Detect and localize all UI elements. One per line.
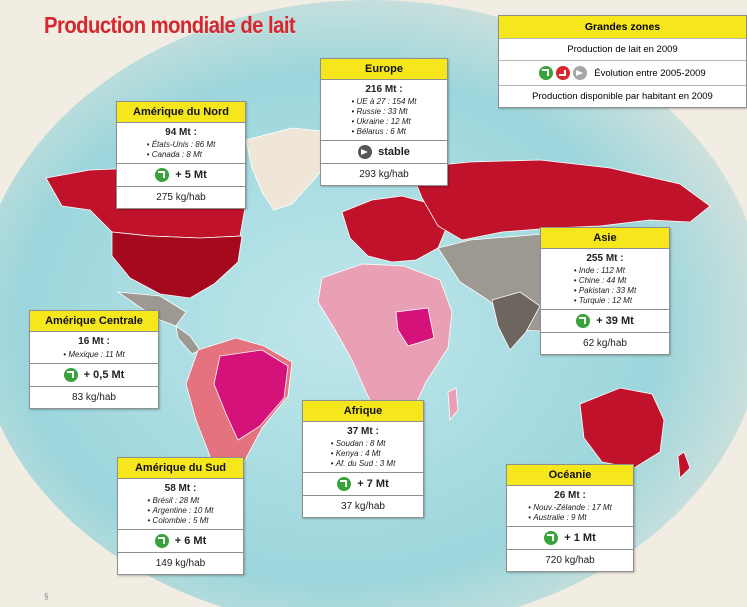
region-name: Amérique Centrale bbox=[30, 311, 158, 332]
country-item: Brésil : 28 Mt bbox=[148, 496, 214, 506]
country-list: UE à 27 : 154 Mt Russie : 33 Mt Ukraine … bbox=[351, 97, 417, 137]
region-total: 26 Mt : bbox=[554, 490, 586, 501]
evolution-row: + 39 Mt bbox=[541, 309, 669, 332]
region-card-asie: Asie 255 Mt : Inde : 112 Mt Chine : 44 M… bbox=[540, 227, 670, 355]
evolution-row: + 6 Mt bbox=[118, 529, 243, 552]
region-name: Amérique du Sud bbox=[118, 458, 243, 479]
evolution-value: + 7 Mt bbox=[357, 478, 389, 490]
legend-production-label: Production de lait en 2009 bbox=[499, 39, 746, 61]
region-card-amerique-du-nord: Amérique du Nord 94 Mt : États-Unis : 86… bbox=[116, 101, 246, 209]
up-arrow-icon bbox=[539, 66, 554, 80]
country-item: Mexique : 11 Mt bbox=[63, 350, 124, 360]
country-item: Canada : 8 Mt bbox=[147, 150, 216, 160]
country-list: Soudan : 8 Mt Kenya : 4 Mt Af. du Sud : … bbox=[331, 439, 396, 469]
region-card-amerique-centrale: Amérique Centrale 16 Mt : Mexique : 11 M… bbox=[29, 310, 159, 409]
up-arrow-icon bbox=[337, 477, 352, 491]
up-arrow-icon bbox=[576, 314, 591, 328]
india bbox=[491, 291, 541, 351]
up-arrow-icon bbox=[155, 168, 170, 182]
legend-evolution-row: Évolution entre 2005-2009 bbox=[499, 61, 746, 86]
region-total: 58 Mt : bbox=[164, 483, 197, 494]
country-item: Pakistan : 33 Mt bbox=[574, 286, 636, 296]
evolution-value: + 39 Mt bbox=[596, 315, 634, 327]
evolution-row: + 5 Mt bbox=[117, 163, 245, 186]
country-item: Argentine : 10 Mt bbox=[148, 506, 214, 516]
evolution-value: + 1 Mt bbox=[564, 532, 596, 544]
stable-arrow-icon bbox=[573, 66, 588, 80]
australia bbox=[579, 387, 665, 469]
russia bbox=[409, 159, 711, 241]
region-card-oceanie: Océanie 26 Mt : Nouv.-Zélande : 17 Mt Au… bbox=[506, 464, 634, 572]
country-item: Australie : 9 Mt bbox=[528, 513, 612, 523]
legend-per-capita-label: Production disponible par habitant en 20… bbox=[532, 91, 713, 102]
region-name: Océanie bbox=[507, 465, 633, 486]
brazil bbox=[213, 349, 289, 441]
region-card-amerique-du-sud: Amérique du Sud 58 Mt : Brésil : 28 Mt A… bbox=[117, 457, 244, 575]
stable-arrow-icon bbox=[358, 145, 373, 159]
madagascar bbox=[447, 387, 459, 422]
country-item: Bélarus : 6 Mt bbox=[351, 127, 416, 137]
country-item: UE à 27 : 154 Mt bbox=[351, 97, 417, 107]
greenland bbox=[245, 127, 333, 211]
country-item: Russie : 33 Mt bbox=[351, 107, 416, 117]
country-list: Mexique : 11 Mt bbox=[63, 350, 124, 360]
country-item: Colombie : 5 Mt bbox=[148, 516, 214, 526]
page-title: Production mondiale de lait bbox=[44, 12, 296, 38]
legend-title: Grandes zones bbox=[499, 16, 746, 39]
per-capita-value: 62 kg/hab bbox=[541, 332, 669, 354]
evolution-row: + 7 Mt bbox=[303, 472, 423, 495]
region-total: 37 Mt : bbox=[347, 426, 379, 437]
country-list: Inde : 112 Mt Chine : 44 Mt Pakistan : 3… bbox=[574, 266, 636, 306]
north-america-usa bbox=[111, 231, 243, 299]
country-list: États-Unis : 86 Mt Canada : 8 Mt bbox=[147, 140, 216, 160]
evolution-row: + 1 Mt bbox=[507, 526, 633, 549]
up-arrow-icon bbox=[63, 368, 78, 382]
up-arrow-icon bbox=[544, 531, 559, 545]
region-total: 94 Mt : bbox=[165, 127, 197, 138]
up-arrow-icon bbox=[154, 534, 169, 548]
country-item: Chine : 44 Mt bbox=[574, 276, 636, 286]
evolution-row: + 0,5 Mt bbox=[30, 363, 158, 386]
legend-evolution-label: Évolution entre 2005-2009 bbox=[594, 67, 706, 79]
per-capita-value: 275 kg/hab bbox=[117, 186, 245, 208]
new-zealand bbox=[677, 451, 691, 479]
per-capita-value: 293 kg/hab bbox=[321, 163, 447, 185]
per-capita-value: 720 kg/hab bbox=[507, 549, 633, 571]
country-item: Af. du Sud : 3 Mt bbox=[331, 459, 396, 469]
legend-panel: Grandes zones Production de lait en 2009… bbox=[498, 15, 747, 108]
sudan bbox=[395, 307, 435, 347]
country-item: Nouv.-Zélande : 17 Mt bbox=[528, 503, 612, 513]
region-total: 216 Mt : bbox=[365, 84, 403, 95]
region-name: Asie bbox=[541, 228, 669, 249]
region-name: Europe bbox=[321, 59, 447, 80]
region-card-europe: Europe 216 Mt : UE à 27 : 154 Mt Russie … bbox=[320, 58, 448, 186]
evolution-value: + 5 Mt bbox=[175, 169, 207, 181]
per-capita-value: 83 kg/hab bbox=[30, 386, 158, 408]
country-item: Soudan : 8 Mt bbox=[331, 439, 396, 449]
country-item: États-Unis : 86 Mt bbox=[147, 140, 216, 150]
country-item: Inde : 112 Mt bbox=[574, 266, 636, 276]
country-list: Brésil : 28 Mt Argentine : 10 Mt Colombi… bbox=[148, 496, 214, 526]
central-america bbox=[175, 325, 201, 355]
evolution-row: stable bbox=[321, 140, 447, 163]
region-total: 255 Mt : bbox=[586, 253, 624, 264]
per-capita-value: 149 kg/hab bbox=[118, 552, 243, 574]
country-item: Kenya : 4 Mt bbox=[331, 449, 396, 459]
evolution-value: + 6 Mt bbox=[174, 535, 207, 547]
region-name: Afrique bbox=[303, 401, 423, 422]
country-item: Turquie : 12 Mt bbox=[574, 296, 636, 306]
country-list: Nouv.-Zélande : 17 Mt Australie : 9 Mt bbox=[528, 503, 612, 523]
footer-mark: § bbox=[44, 592, 49, 601]
region-name: Amérique du Nord bbox=[117, 102, 245, 123]
down-arrow-icon bbox=[556, 66, 571, 80]
region-total: 16 Mt : bbox=[78, 336, 110, 347]
per-capita-value: 37 kg/hab bbox=[303, 495, 423, 517]
region-card-afrique: Afrique 37 Mt : Soudan : 8 Mt Kenya : 4 … bbox=[302, 400, 424, 518]
evolution-value: stable bbox=[378, 146, 410, 158]
evolution-value: + 0,5 Mt bbox=[83, 369, 125, 381]
country-item: Ukraine : 12 Mt bbox=[351, 117, 416, 127]
